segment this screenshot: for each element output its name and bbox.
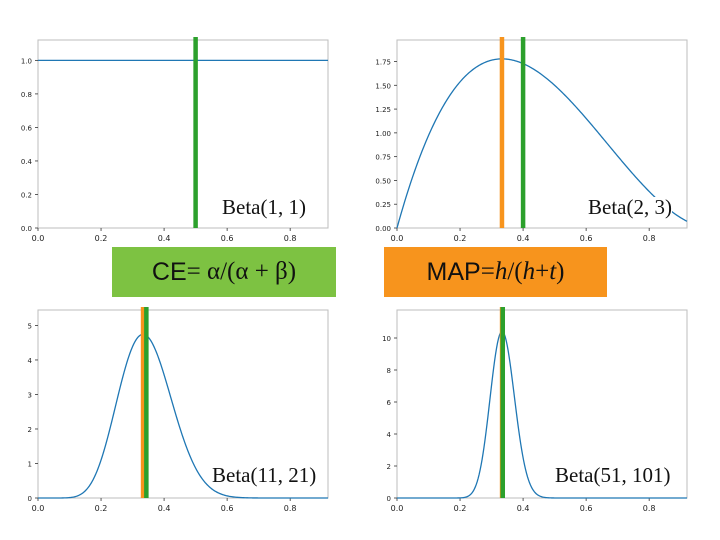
chart-svg: 0.0 0.2 0.4 0.6 0.8 0.00 0.25 0.50 0.75 1.00 1.25 1… xyxy=(375,37,688,243)
map-h2: h xyxy=(522,258,536,285)
y-tick-label: 1.50 xyxy=(375,82,391,90)
x-tick-label: 0.2 xyxy=(454,504,467,513)
map-eq: = xyxy=(480,258,495,285)
map-close: ) xyxy=(556,258,565,285)
y-tick-label: 6 xyxy=(387,399,392,407)
plot-frame xyxy=(396,309,688,499)
map-formula-banner: MAP = h/(h + t) xyxy=(384,247,607,297)
x-tick-label: 0.0 xyxy=(32,234,45,243)
x-tick-label: 0.0 xyxy=(32,504,45,513)
chart-svg: 0.0 0.2 0.4 0.6 0.8 0.0 0.2 0.4 0.6 0.8 1.0 xyxy=(21,37,329,243)
y-tick-label: 2 xyxy=(28,426,32,434)
y-tick-label: 3 xyxy=(28,391,32,399)
y-tick-label: 0 xyxy=(28,495,32,503)
ce-formula-banner: CE = α/(α + β) xyxy=(112,247,336,297)
density-curve xyxy=(396,58,688,229)
map-h: h xyxy=(494,258,508,285)
y-tick-label: 10 xyxy=(382,335,391,343)
y-tick-label: 8 xyxy=(387,367,391,375)
y-tick-label: 0.75 xyxy=(375,154,391,162)
chart-beta-2-3: 0.0 0.2 0.4 0.6 0.8 0.00 0.25 0.50 0.75 1.00 1.25 1… xyxy=(375,37,688,243)
y-tick-label: 0.8 xyxy=(21,91,32,99)
x-tick-label: 0.6 xyxy=(580,504,593,513)
y-tick-label: 0.2 xyxy=(21,191,32,199)
x-tick-label: 0.2 xyxy=(454,234,467,243)
chart-beta-11-21: 0.0 0.2 0.4 0.6 0.8 0 1 2 3 4 5 xyxy=(28,307,329,513)
x-tick-label: 0.6 xyxy=(221,504,234,513)
x-tick-label: 0.2 xyxy=(95,504,108,513)
y-tick-label: 0.50 xyxy=(375,177,391,185)
y-tick-label: 0.4 xyxy=(21,158,33,166)
chart-label-beta-1-1: Beta(1, 1) xyxy=(222,195,306,219)
chart-svg: 0.0 0.2 0.4 0.6 0.8 0 2 4 6 8 10 xyxy=(382,307,688,513)
y-tick-label: 0.0 xyxy=(21,225,32,233)
x-tick-label: 0.2 xyxy=(95,234,108,243)
y-tick-label: 4 xyxy=(28,357,33,365)
y-tick-label: 0.25 xyxy=(375,201,391,209)
ce-prefix: CE xyxy=(151,257,187,286)
y-tick-label: 0.6 xyxy=(21,124,33,132)
density-curve xyxy=(397,330,687,499)
y-tick-label: 1.0 xyxy=(21,57,32,65)
chart-label-beta-11-21: Beta(11, 21) xyxy=(212,463,317,487)
chart-label-beta-51-101: Beta(51, 101) xyxy=(555,463,671,487)
chart-beta-1-1: 0.0 0.2 0.4 0.6 0.8 0.0 0.2 0.4 0.6 0.8 1.0 xyxy=(21,37,329,243)
x-tick-label: 0.0 xyxy=(391,234,404,243)
y-tick-label: 4 xyxy=(387,431,392,439)
plot-frame xyxy=(396,39,688,229)
x-tick-label: 0.4 xyxy=(158,504,171,513)
x-tick-label: 0.6 xyxy=(580,234,593,243)
chart-beta-51-101: 0.0 0.2 0.4 0.6 0.8 0 2 4 6 8 10 xyxy=(382,307,688,513)
y-tick-label: 0 xyxy=(387,495,391,503)
x-tick-label: 0.8 xyxy=(284,234,297,243)
chart-label-beta-2-3: Beta(2, 3) xyxy=(588,195,672,219)
y-tick-label: 1 xyxy=(28,460,32,468)
ce-formula: = α/(α + β) xyxy=(186,258,297,285)
density-curve xyxy=(38,333,328,499)
plot-frame xyxy=(37,39,329,229)
x-tick-label: 0.8 xyxy=(643,504,656,513)
map-prefix: MAP xyxy=(426,257,481,286)
x-tick-label: 0.4 xyxy=(517,234,530,243)
y-tick-label: 1.00 xyxy=(375,130,391,138)
y-tick-label: 2 xyxy=(387,463,391,471)
plot-frame xyxy=(37,309,329,499)
x-tick-label: 0.8 xyxy=(643,234,656,243)
x-tick-label: 0.4 xyxy=(517,504,530,513)
y-tick-label: 5 xyxy=(28,322,32,330)
y-tick-label: 1.75 xyxy=(375,59,391,67)
x-tick-label: 0.4 xyxy=(158,234,171,243)
x-tick-label: 0.6 xyxy=(221,234,234,243)
x-tick-label: 0.8 xyxy=(284,504,297,513)
y-tick-label: 0.00 xyxy=(375,225,391,233)
map-slash: /( xyxy=(507,258,523,285)
y-tick-label: 1.25 xyxy=(375,106,391,114)
map-plus: + xyxy=(535,258,550,285)
chart-svg: 0.0 0.2 0.4 0.6 0.8 0 1 2 3 4 5 xyxy=(28,307,329,513)
x-tick-label: 0.0 xyxy=(391,504,404,513)
map-t: t xyxy=(549,258,557,285)
